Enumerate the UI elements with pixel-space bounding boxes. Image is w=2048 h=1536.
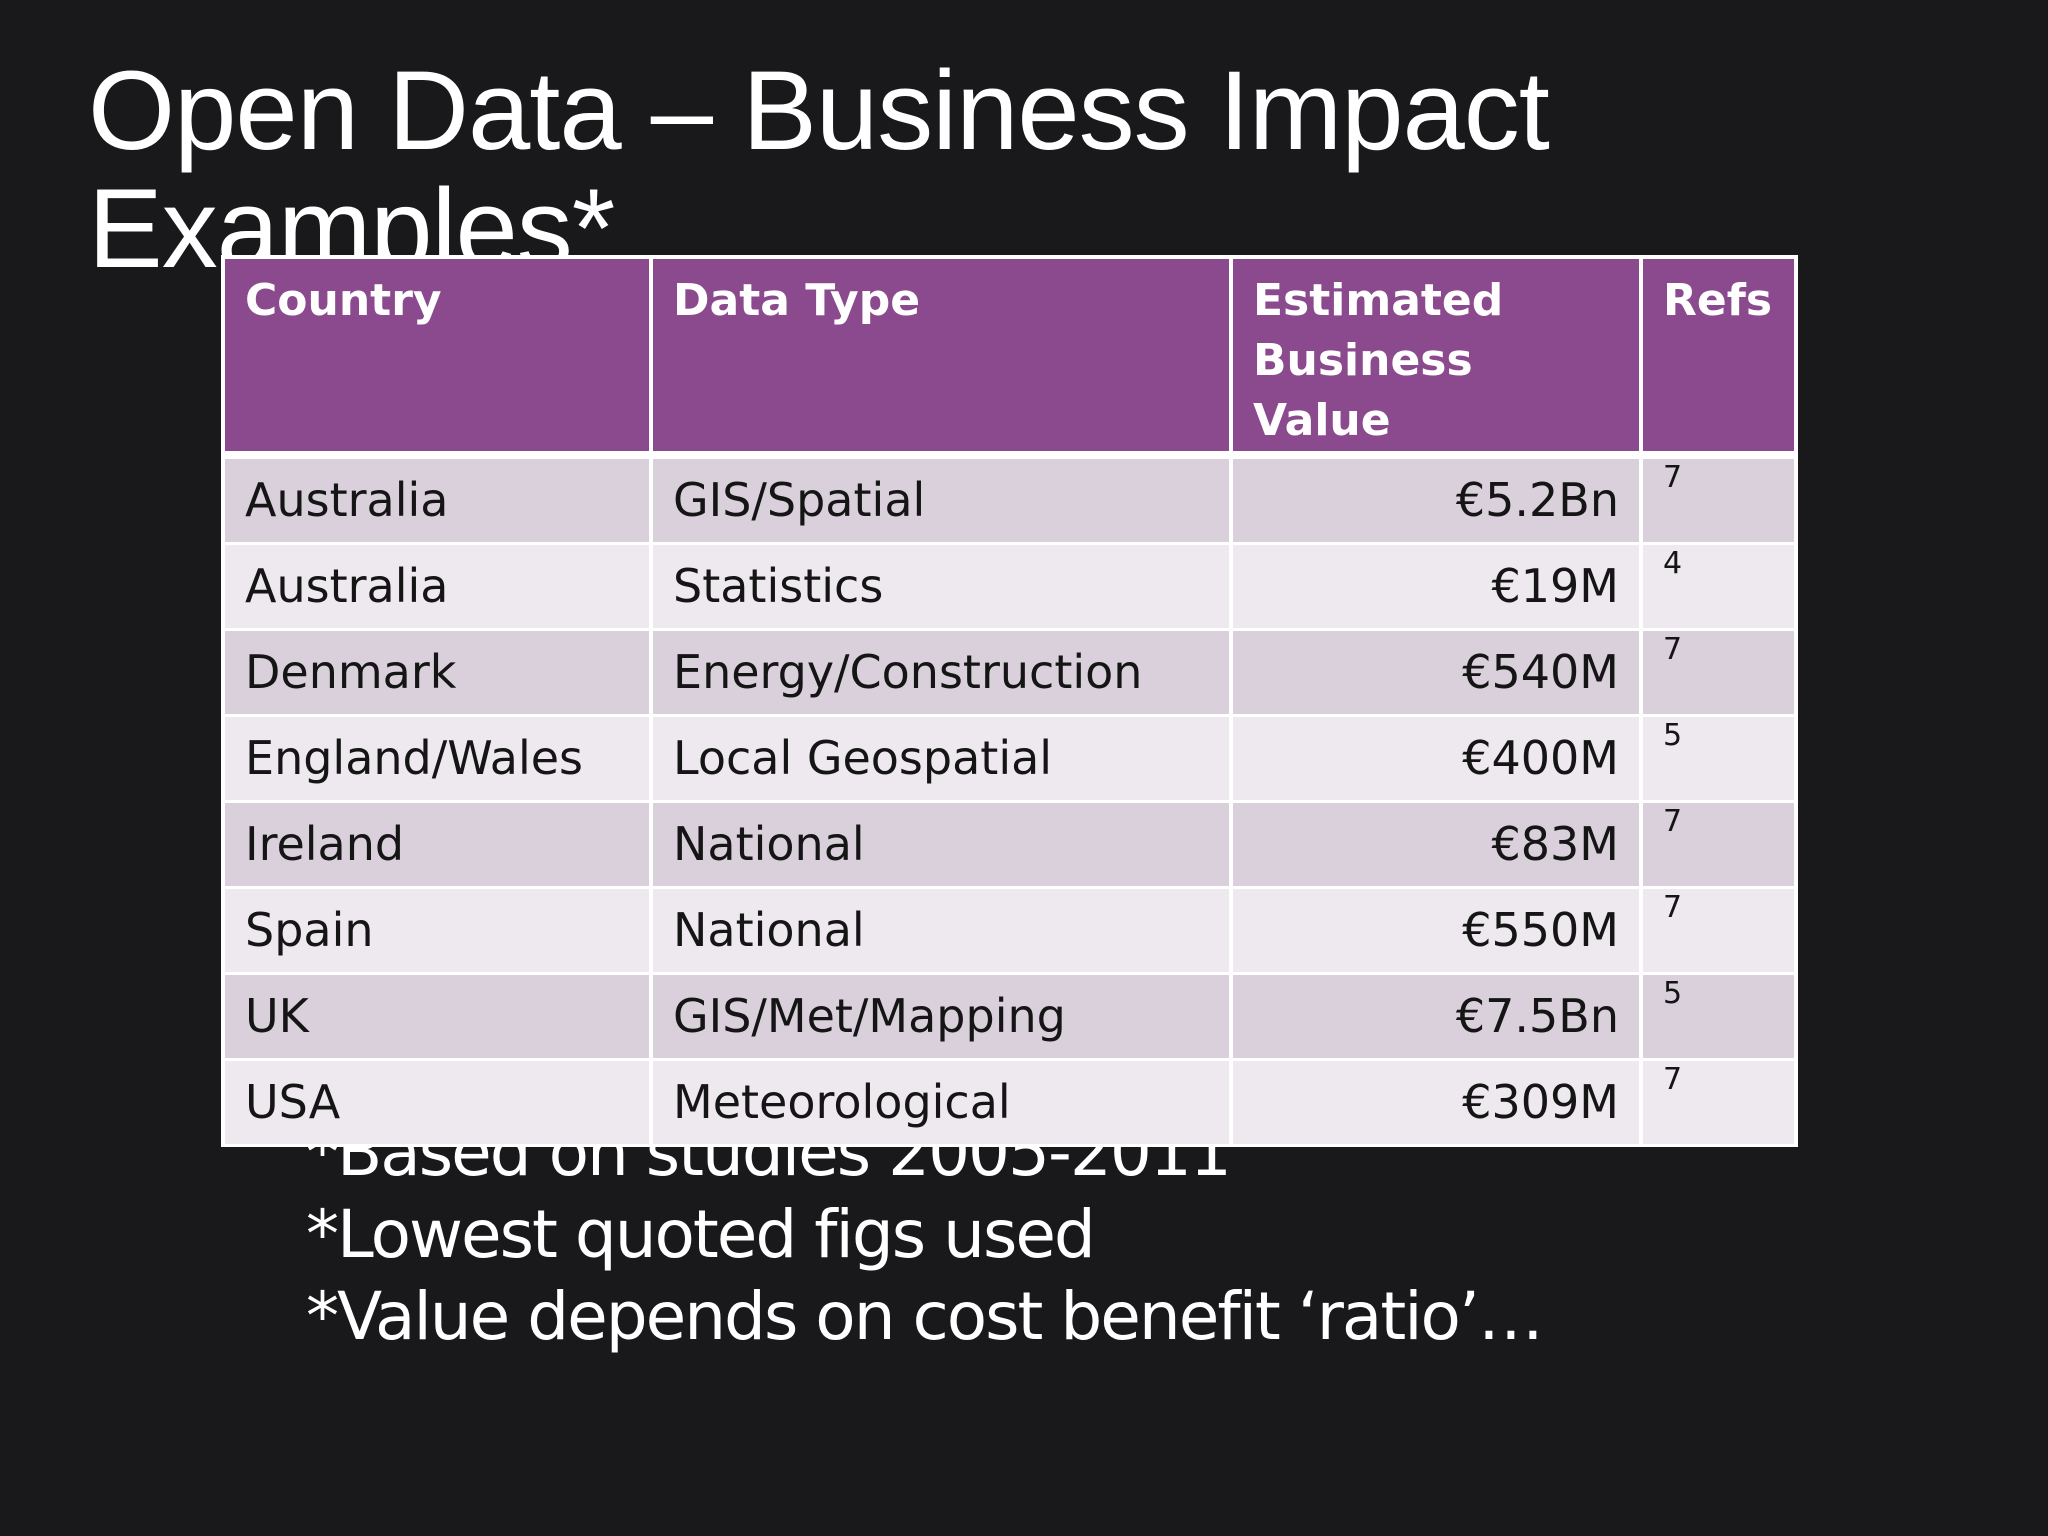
footnote-cost-benefit: *Value depends on cost benefit ‘ratio’… xyxy=(306,1278,1544,1355)
value-cell: €19M xyxy=(1229,542,1643,631)
table-row: England/Wales Local Geospatial €400M 5 xyxy=(221,714,1798,803)
value-cell: €540M xyxy=(1229,628,1643,717)
table-row: UK GIS/Met/Mapping €7.5Bn 5 xyxy=(221,972,1798,1061)
data-type-cell: Local Geospatial xyxy=(649,714,1233,803)
data-type-cell: GIS/Spatial xyxy=(649,453,1233,545)
slide-title: Open Data – Business Impact Examples* xyxy=(88,52,1788,288)
footnote-lowest-figs: *Lowest quoted figs used xyxy=(306,1196,1096,1273)
table-row: Ireland National €83M 7 xyxy=(221,800,1798,889)
ref-cell: 4 xyxy=(1639,542,1798,631)
value-cell: €309M xyxy=(1229,1058,1643,1147)
country-cell: Denmark xyxy=(221,628,653,717)
header-country: Country xyxy=(221,255,653,459)
ref-cell: 7 xyxy=(1639,453,1798,545)
country-cell: Australia xyxy=(221,542,653,631)
ref-cell: 5 xyxy=(1639,972,1798,1061)
ref-cell: 7 xyxy=(1639,800,1798,889)
country-cell: UK xyxy=(221,972,653,1061)
header-estimated-business-value: Estimated Business Value xyxy=(1229,255,1643,459)
data-type-cell: Energy/Construction xyxy=(649,628,1233,717)
data-type-cell: Statistics xyxy=(649,542,1233,631)
table-row: Australia GIS/Spatial €5.2Bn 7 xyxy=(221,453,1798,545)
value-cell: €83M xyxy=(1229,800,1643,889)
data-type-cell: National xyxy=(649,886,1233,975)
value-cell: €7.5Bn xyxy=(1229,972,1643,1061)
title-line-1: Open Data – Business Impact xyxy=(88,48,1550,173)
header-data-type: Data Type xyxy=(649,255,1233,459)
table-header-row: Country Data Type Estimated Business Val… xyxy=(221,255,1798,459)
table-row: Australia Statistics €19M 4 xyxy=(221,542,1798,631)
table-row: Denmark Energy/Construction €540M 7 xyxy=(221,628,1798,717)
country-cell: Spain xyxy=(221,886,653,975)
header-value-line-1: Estimated xyxy=(1253,275,1504,326)
header-refs: Refs xyxy=(1639,255,1798,459)
country-cell: Australia xyxy=(221,453,653,545)
data-type-cell: National xyxy=(649,800,1233,889)
footnotes: *Based on studies 2005-2011 *Lowest quot… xyxy=(306,1112,1544,1358)
business-impact-table: Country Data Type Estimated Business Val… xyxy=(221,255,1798,1147)
ref-cell: 5 xyxy=(1639,714,1798,803)
table-row: Spain National €550M 7 xyxy=(221,886,1798,975)
ref-cell: 7 xyxy=(1639,1058,1798,1147)
value-cell: €5.2Bn xyxy=(1229,453,1643,545)
country-cell: USA xyxy=(221,1058,653,1147)
data-type-cell: GIS/Met/Mapping xyxy=(649,972,1233,1061)
table-row: USA Meteorological €309M 7 xyxy=(221,1058,1798,1147)
header-value-line-2: Business Value xyxy=(1253,335,1473,446)
country-cell: Ireland xyxy=(221,800,653,889)
ref-cell: 7 xyxy=(1639,886,1798,975)
ref-cell: 7 xyxy=(1639,628,1798,717)
country-cell: England/Wales xyxy=(221,714,653,803)
value-cell: €550M xyxy=(1229,886,1643,975)
data-type-cell: Meteorological xyxy=(649,1058,1233,1147)
value-cell: €400M xyxy=(1229,714,1643,803)
